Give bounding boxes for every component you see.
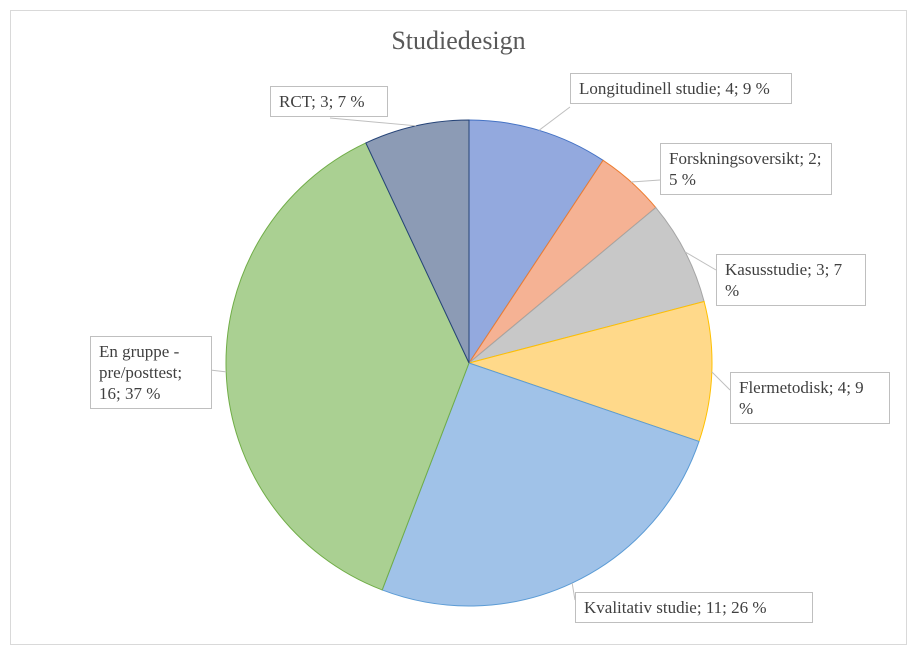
leader-line (571, 582, 576, 601)
pie-slice (468, 119, 604, 365)
data-label: Forskningsoversikt; 2; 5 % (660, 143, 832, 195)
leader-line (684, 251, 717, 271)
data-label: En gruppe - pre/posttest; 16; 37 % (90, 336, 212, 409)
data-label: RCT; 3; 7 % (270, 86, 388, 117)
data-label: Longitudinell studie; 4; 9 % (570, 73, 792, 104)
data-label: Kvalitativ studie; 11; 26 % (575, 592, 813, 623)
data-label: Flermetodisk; 4; 9 % (730, 372, 890, 424)
pie-slice (467, 300, 713, 443)
pie-slice (365, 119, 470, 364)
data-label: Kasusstudie; 3; 7 % (716, 254, 866, 306)
leader-line (209, 369, 227, 373)
pie-slice (381, 362, 700, 607)
chart-title: Studiedesign (391, 26, 526, 55)
leader-line (538, 106, 571, 131)
leader-line (329, 117, 417, 127)
leader-line (631, 179, 661, 183)
leader-line (711, 371, 731, 391)
pie-slice (468, 206, 705, 364)
